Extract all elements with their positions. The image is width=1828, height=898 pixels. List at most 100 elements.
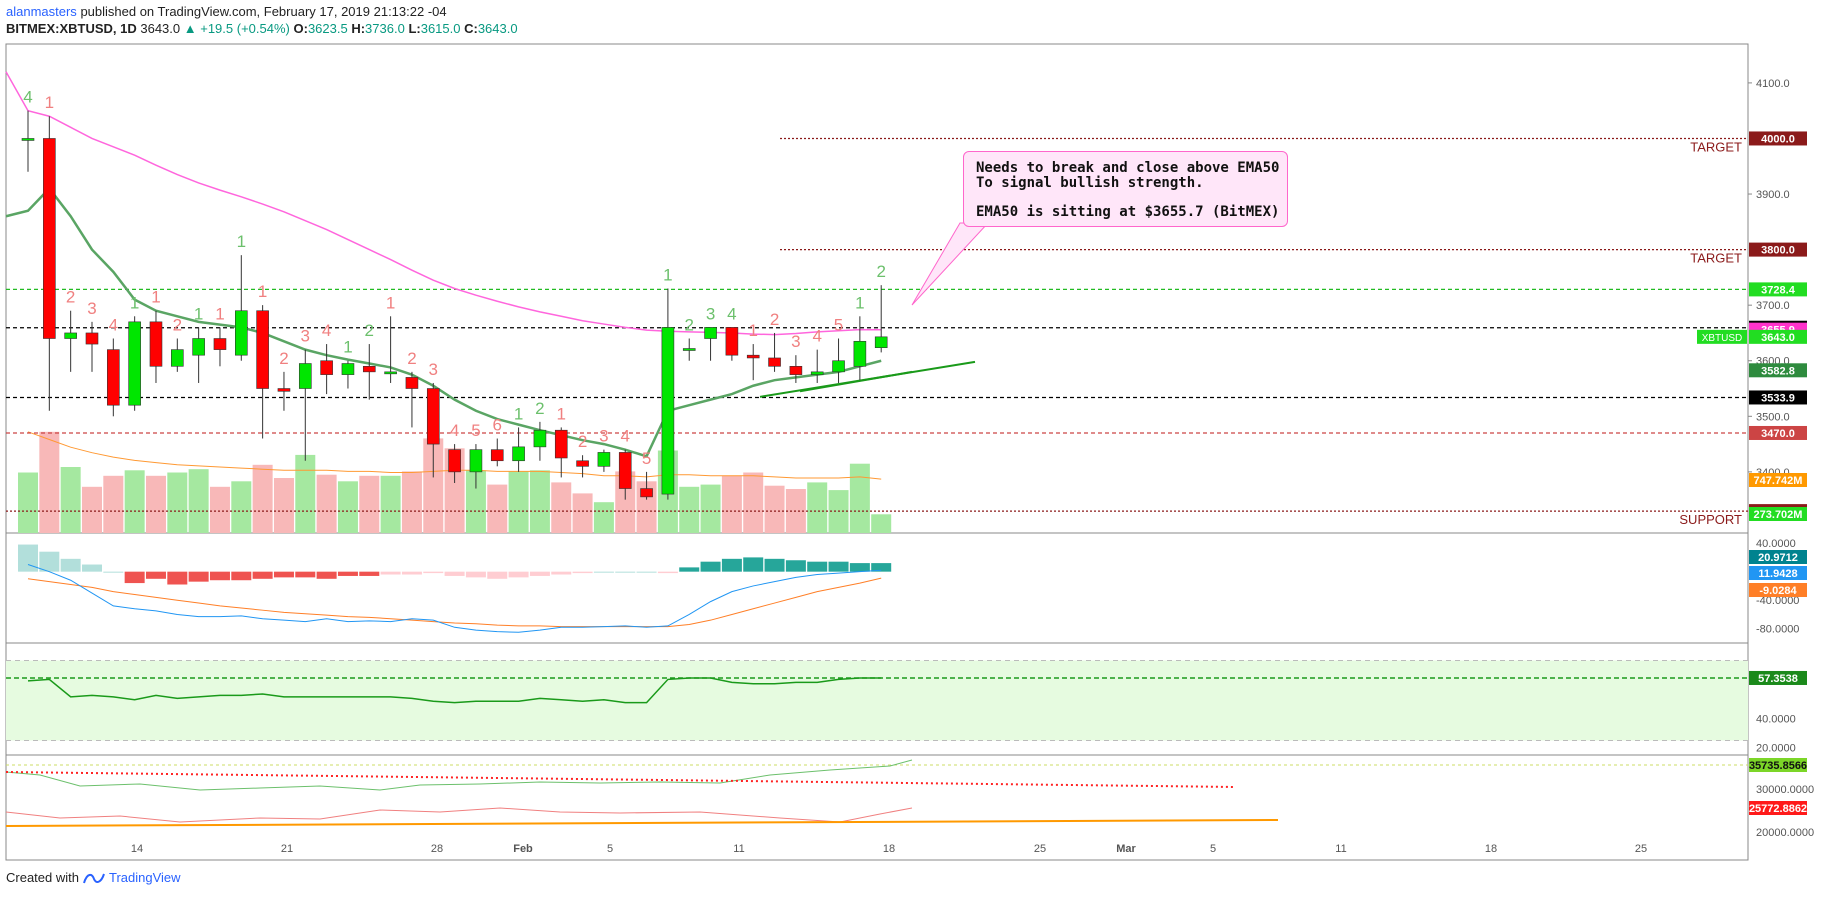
volume-bar — [572, 493, 593, 533]
level-label: SUPPORT — [1679, 512, 1742, 527]
candle-body — [256, 310, 269, 389]
td-count-label: 2 — [770, 310, 779, 329]
candle-body — [576, 460, 589, 467]
tradingview-link[interactable]: TradingView — [108, 870, 181, 885]
td-count-label: 4 — [812, 327, 821, 346]
macd-histogram-bar — [124, 571, 145, 584]
volume-bar — [188, 469, 209, 533]
high-label: H: — [351, 21, 366, 36]
symbol-name[interactable]: BITMEX:XBTUSD, 1D — [6, 21, 137, 36]
macd-histogram-bar — [231, 571, 252, 581]
td-count-label: 1 — [237, 232, 246, 251]
volume-tag: 273.702M — [1754, 509, 1803, 521]
price-tag-bg — [1749, 329, 1807, 344]
green-line — [5, 759, 913, 791]
macd-histogram-bar — [423, 571, 444, 574]
price-tick-label: 3900.0 — [1756, 189, 1790, 201]
author-link[interactable]: alanmasters — [6, 4, 77, 19]
x-tick-label: 18 — [1485, 843, 1497, 855]
td-count-label: 1 — [130, 293, 139, 312]
volume-bar — [209, 486, 230, 533]
macd-signal-tag-bg — [1749, 583, 1807, 597]
macd-histogram-bar — [807, 561, 828, 572]
candle-body — [426, 388, 440, 445]
volume-bar — [871, 514, 892, 533]
candle-body — [405, 377, 419, 389]
td-count-label: 1 — [258, 282, 267, 301]
symbol-tag-bg — [1697, 329, 1747, 344]
macd-histogram-bar — [167, 571, 188, 585]
macd-value-tag-bg — [1749, 566, 1807, 580]
x-tick-label: 18 — [883, 843, 895, 855]
volume-bar — [145, 475, 166, 533]
price-tag-bg — [1749, 363, 1807, 378]
x-tick-label: Feb — [513, 843, 533, 855]
annotation-callout[interactable]: Needs to break and close above EMA50 To … — [963, 151, 1288, 227]
candle-body — [149, 321, 163, 367]
macd-signal-line — [27, 577, 882, 628]
high-value: 3736.0 — [365, 21, 405, 36]
annotation-line-1: Needs to break and close above EMA50 — [976, 160, 1280, 176]
td-count-label: 1 — [514, 404, 523, 423]
volume-bar — [423, 438, 444, 533]
td-count-label: 1 — [855, 293, 864, 312]
candle-body — [661, 327, 675, 495]
td-count-label: 5 — [642, 449, 651, 468]
volume-bar — [401, 471, 422, 533]
volume-bar — [807, 482, 828, 533]
volume-bar — [337, 481, 358, 533]
volume-bar — [60, 467, 81, 533]
volume-bar — [18, 472, 38, 533]
macd-histogram-bar — [615, 571, 636, 573]
candle-body — [277, 388, 291, 392]
candle-body — [874, 336, 888, 348]
macd-histogram-bar — [700, 561, 721, 572]
candle-body — [469, 449, 483, 473]
volume-bar — [465, 470, 486, 533]
publish-text: published on TradingView.com, February 1… — [80, 4, 447, 19]
rsi-tick-label: 40.0000 — [1756, 714, 1796, 726]
candle-body — [746, 354, 760, 359]
td-count-label: 5 — [834, 316, 843, 335]
pink-line — [5, 807, 913, 823]
macd-value-tag: 11.9428 — [1758, 568, 1797, 580]
candle-body — [618, 452, 632, 489]
macd-histogram-bar — [444, 571, 465, 576]
trendline — [799, 370, 913, 393]
open-value: 3623.5 — [307, 21, 348, 36]
volume-bar — [124, 470, 145, 533]
lines-tick-label: 30000.0000 — [1756, 784, 1814, 796]
candle-body — [704, 327, 717, 339]
td-count-label: 1 — [343, 338, 352, 357]
td-count-label: 3 — [706, 304, 715, 323]
macd-histogram-bar — [785, 560, 806, 572]
macd-tick-label: -80.0000 — [1756, 624, 1799, 636]
candle-body — [213, 338, 227, 350]
macd-histogram-bar — [871, 563, 892, 572]
candle-body — [128, 321, 141, 406]
level-label: TARGET — [1690, 251, 1742, 266]
macd-histogram-bar — [572, 571, 593, 574]
macd-histogram-bar — [81, 564, 102, 572]
td-count-label: 2 — [66, 288, 75, 307]
volume-bar — [39, 431, 60, 533]
candle-body — [533, 429, 547, 448]
x-tick-label: 5 — [1210, 843, 1216, 855]
macd-histogram-bar — [316, 571, 337, 579]
td-count-label: 5 — [471, 421, 480, 440]
volume-bar — [316, 474, 337, 533]
macd-histogram-bar — [487, 571, 508, 579]
macd-histogram-bar — [828, 561, 849, 572]
volume-bar — [81, 486, 102, 533]
volume-ma-tag-bg — [1749, 473, 1807, 487]
red-line-tag-bg — [1749, 801, 1807, 815]
td-count-label: 4 — [109, 316, 118, 335]
last-price: 3643.0 — [140, 21, 181, 36]
volume-tag-bg — [1749, 507, 1807, 521]
created-with-text: Created with — [6, 870, 79, 885]
volume-bar — [252, 464, 273, 533]
macd-histogram-bar — [465, 571, 486, 578]
tradingview-logo-icon[interactable] — [83, 871, 105, 885]
candle-body — [725, 327, 739, 356]
